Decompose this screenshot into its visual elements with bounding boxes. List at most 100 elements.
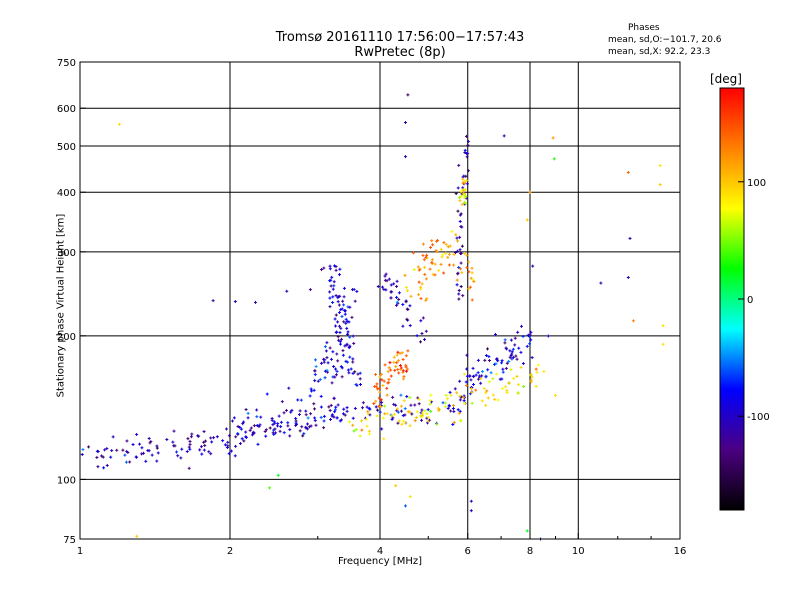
scatter-point (414, 403, 416, 407)
scatter-point (347, 360, 349, 364)
scatter-point (275, 431, 277, 435)
scatter-point (445, 393, 447, 397)
scatter-point (472, 366, 474, 370)
scatter-point (398, 291, 400, 295)
scatter-point (344, 344, 346, 348)
scatter-point (205, 439, 207, 443)
scatter-point (514, 343, 516, 347)
scatter-point (485, 391, 487, 395)
scatter-point (311, 389, 313, 393)
scatter-point (335, 294, 337, 298)
scatter-point (516, 374, 518, 378)
scatter-point (324, 376, 326, 380)
scatter-point (280, 420, 282, 424)
scatter-point (461, 202, 463, 206)
scatter-point (353, 287, 355, 291)
scatter-point (329, 264, 331, 268)
scatter-point (367, 412, 369, 416)
scatter-point (460, 261, 462, 265)
scatter-point (458, 411, 460, 415)
scatter-point (418, 268, 420, 272)
scatter-point (376, 414, 378, 418)
scatter-point (488, 355, 490, 359)
scatter-point (459, 409, 461, 413)
scatter-point (329, 267, 331, 271)
scatter-point (213, 436, 215, 440)
scatter-point (432, 243, 434, 247)
scatter-point (501, 387, 503, 391)
scatter-point (421, 332, 423, 336)
scatter-point (405, 354, 407, 358)
scatter-point (464, 188, 466, 192)
scatter-point (424, 409, 426, 413)
scatter-point (479, 374, 481, 378)
scatter-point (351, 288, 353, 292)
scatter-point (310, 387, 312, 391)
scatter-point (323, 426, 325, 430)
scatter-point (352, 371, 354, 375)
scatter-point (226, 446, 228, 450)
scatter-point (535, 384, 537, 388)
scatter-point (450, 409, 452, 413)
scatter-point (514, 336, 516, 340)
scatter-point (436, 239, 438, 243)
scatter-point (110, 455, 112, 459)
scatter-point (402, 419, 404, 423)
scatter-point (402, 358, 404, 362)
scatter-point (399, 364, 401, 368)
scatter-point (234, 454, 236, 458)
scatter-point (314, 369, 316, 373)
scatter-point (340, 418, 342, 422)
scatter-point (438, 268, 440, 272)
scatter-point (481, 374, 483, 378)
scatter-point (336, 352, 338, 356)
scatter-point (333, 365, 335, 369)
scatter-point (429, 402, 431, 406)
scatter-point (333, 284, 335, 288)
scatter-point (501, 359, 503, 363)
scatter-point (116, 448, 118, 452)
x-tick-label: 4 (377, 546, 383, 557)
scatter-point (521, 324, 523, 328)
scatter-point (136, 534, 138, 538)
scatter-point (456, 283, 458, 287)
scatter-point (148, 436, 150, 440)
scatter-point (343, 407, 345, 411)
scatter-point (378, 386, 380, 390)
scatter-point (407, 93, 409, 97)
scatter-point (436, 250, 438, 254)
scatter-point (516, 357, 518, 361)
scatter-point (422, 413, 424, 417)
scatter-point (338, 311, 340, 315)
scatter-point (240, 427, 242, 431)
scatter-point (369, 407, 371, 411)
scatter-point (467, 169, 469, 173)
scatter-point (457, 186, 459, 190)
scatter-point (406, 395, 408, 399)
scatter-point (467, 143, 469, 147)
scatter-point (271, 416, 273, 420)
scatter-point (339, 419, 341, 423)
scatter-point (434, 262, 436, 266)
scatter-point (503, 134, 505, 138)
scatter-point (356, 289, 358, 293)
scatter-point (264, 430, 266, 434)
scatter-point (273, 420, 275, 424)
colorbar-tick-label: 0 (747, 295, 753, 306)
scatter-point (366, 424, 368, 428)
scatter-point (447, 406, 449, 410)
scatter-point (410, 294, 412, 298)
scatter-point (323, 414, 325, 418)
scatter-point (528, 335, 530, 339)
scatter-point (384, 412, 386, 416)
scatter-point (400, 393, 402, 397)
scatter-point (375, 405, 377, 409)
scatter-point (338, 303, 340, 307)
scatter-point (257, 442, 259, 446)
scatter-point (341, 366, 343, 370)
scatter-point (300, 398, 302, 402)
scatter-point (456, 249, 458, 253)
scatter-point (381, 427, 383, 431)
scatter-point (96, 449, 98, 453)
scatter-point (374, 385, 376, 389)
